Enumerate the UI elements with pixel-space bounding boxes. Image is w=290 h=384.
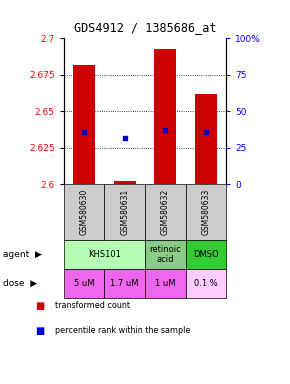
Text: ■: ■ [35,326,44,336]
Text: GSM580631: GSM580631 [120,189,129,235]
Text: ■: ■ [35,301,44,311]
Bar [195,94,217,184]
Text: GDS4912 / 1385686_at: GDS4912 / 1385686_at [74,21,216,34]
Text: percentile rank within the sample: percentile rank within the sample [55,326,191,335]
Text: DMSO: DMSO [193,250,219,259]
Text: 5 uM: 5 uM [74,279,94,288]
Bar [154,49,177,184]
Text: GSM580632: GSM580632 [161,189,170,235]
Bar [73,65,95,184]
Text: dose  ▶: dose ▶ [3,279,37,288]
Text: 0.1 %: 0.1 % [194,279,218,288]
Text: KHS101: KHS101 [88,250,121,259]
Text: agent  ▶: agent ▶ [3,250,42,259]
Text: transformed count: transformed count [55,301,130,310]
Text: 1 uM: 1 uM [155,279,175,288]
Text: GSM580633: GSM580633 [201,189,211,235]
Text: 1.7 uM: 1.7 uM [110,279,139,288]
Text: retinoic
acid: retinoic acid [149,245,181,264]
Bar [113,181,136,184]
Text: GSM580630: GSM580630 [79,189,89,235]
